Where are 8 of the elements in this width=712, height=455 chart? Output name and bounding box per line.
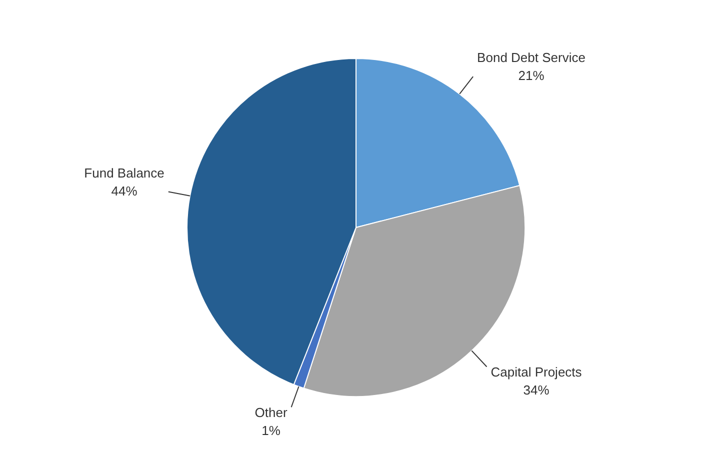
slice-label: Other	[254, 404, 288, 420]
slice-label: Fund Balance	[84, 165, 164, 180]
data-label: 21%	[518, 68, 545, 84]
slice-label: Capital Projects	[490, 364, 582, 380]
slice-label: Bond Debt Service	[477, 50, 586, 66]
data-label: 34%	[523, 382, 550, 398]
data-label: 44%	[111, 183, 138, 198]
data-label: 1%	[262, 422, 281, 438]
